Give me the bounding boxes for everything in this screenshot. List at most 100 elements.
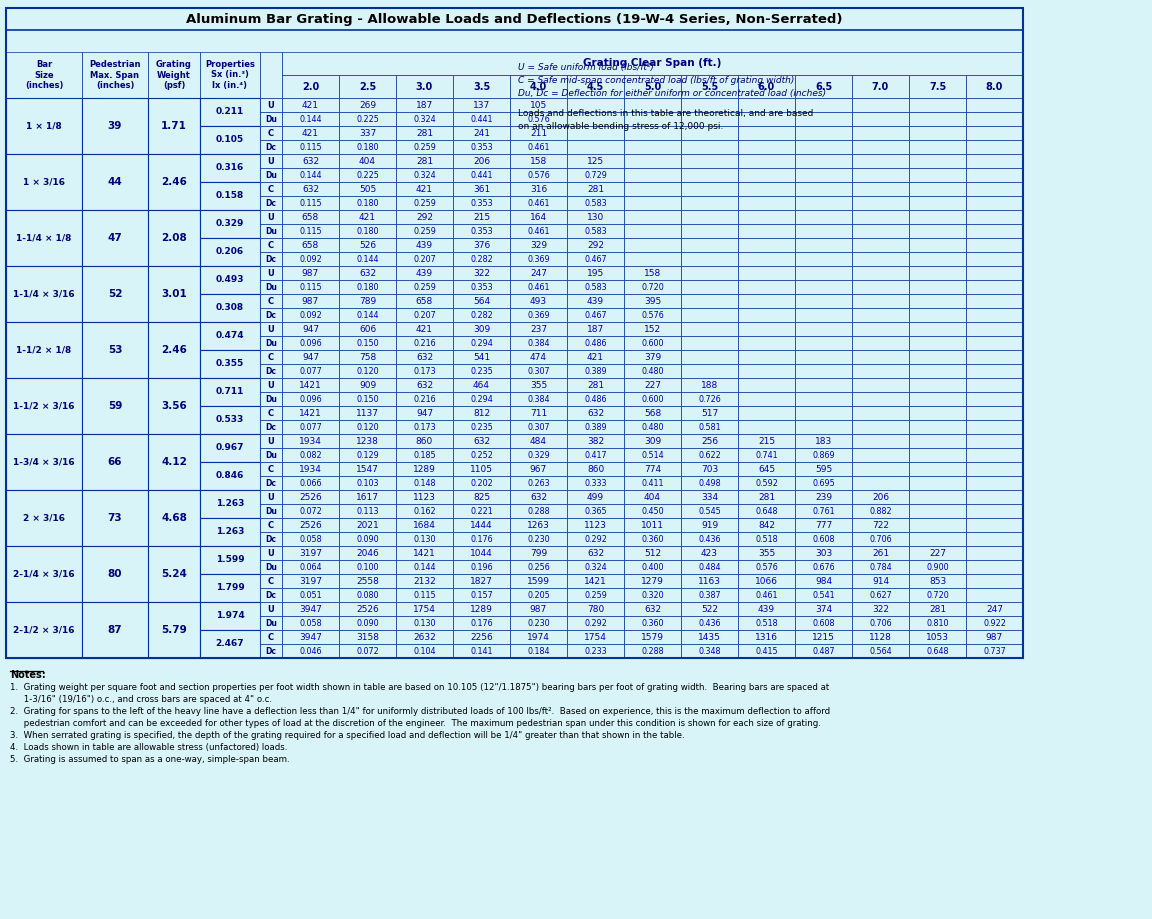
Text: Aluminum Bar Grating - Allowable Loads and Deflections (19-W-4 Series, Non-Serra: Aluminum Bar Grating - Allowable Loads a… (187, 13, 843, 26)
Bar (795, 518, 852, 532)
Text: 0.518: 0.518 (756, 535, 778, 543)
Bar (147, 98, 200, 154)
Bar (681, 75, 738, 98)
Bar (967, 518, 1023, 532)
Text: 0.810: 0.810 (926, 618, 949, 628)
Bar (6, 434, 82, 490)
Text: 0.263: 0.263 (528, 479, 550, 487)
Text: 0.600: 0.600 (642, 338, 664, 347)
Bar (260, 308, 282, 322)
Bar (282, 224, 339, 238)
Bar (396, 252, 453, 266)
Text: 0.441: 0.441 (470, 171, 493, 179)
Bar (396, 224, 453, 238)
Bar (260, 280, 282, 294)
Bar (909, 154, 967, 168)
Text: 632: 632 (302, 185, 319, 194)
Text: 439: 439 (586, 297, 604, 305)
Bar (967, 238, 1023, 252)
Bar (339, 574, 396, 588)
Bar (967, 350, 1023, 364)
Text: 0.144: 0.144 (300, 115, 321, 123)
Text: 152: 152 (644, 324, 661, 334)
Bar (681, 196, 738, 210)
Text: 0.180: 0.180 (356, 282, 379, 291)
Bar (567, 75, 624, 98)
Bar (909, 294, 967, 308)
Bar (282, 364, 339, 378)
Text: 0.720: 0.720 (642, 282, 664, 291)
Bar (396, 448, 453, 462)
Bar (681, 210, 738, 224)
Bar (282, 546, 339, 560)
Bar (567, 364, 624, 378)
Bar (6, 8, 1023, 30)
Bar (567, 280, 624, 294)
Bar (681, 616, 738, 630)
Text: 0.064: 0.064 (300, 562, 321, 572)
Bar (852, 392, 909, 406)
Bar (282, 630, 339, 644)
Text: 853: 853 (929, 576, 946, 585)
Bar (339, 126, 396, 140)
Bar (624, 616, 681, 630)
Text: 0.564: 0.564 (870, 646, 892, 655)
Bar (795, 336, 852, 350)
Text: 0.150: 0.150 (356, 338, 379, 347)
Text: 337: 337 (359, 129, 376, 138)
Bar (852, 238, 909, 252)
Bar (909, 560, 967, 574)
Bar (147, 546, 200, 602)
Bar (795, 490, 852, 504)
Bar (260, 224, 282, 238)
Text: pedestrian comfort and can be exceeded for other types of load at the discretion: pedestrian comfort and can be exceeded f… (10, 719, 821, 728)
Bar (282, 182, 339, 196)
Bar (967, 630, 1023, 644)
Text: 0.066: 0.066 (300, 479, 321, 487)
Bar (510, 266, 567, 280)
Text: 919: 919 (700, 520, 718, 529)
Bar (510, 322, 567, 336)
Bar (795, 112, 852, 126)
Text: U: U (267, 268, 274, 278)
Bar (339, 630, 396, 644)
Text: 0.096: 0.096 (300, 338, 321, 347)
Text: 382: 382 (586, 437, 604, 446)
Text: 0.384: 0.384 (528, 394, 550, 403)
Bar (339, 168, 396, 182)
Bar (82, 546, 147, 602)
Bar (909, 420, 967, 434)
Bar (453, 560, 510, 574)
Text: 658: 658 (302, 241, 319, 249)
Bar (738, 98, 795, 112)
Bar (396, 336, 453, 350)
Bar (681, 602, 738, 616)
Text: Dc: Dc (265, 479, 276, 487)
Bar (852, 630, 909, 644)
Text: 1421: 1421 (584, 576, 607, 585)
Text: 2632: 2632 (414, 632, 435, 641)
Text: 355: 355 (530, 380, 547, 390)
Bar (681, 434, 738, 448)
Bar (795, 182, 852, 196)
Text: Du: Du (265, 506, 276, 516)
Text: 0.353: 0.353 (470, 226, 493, 235)
Text: 2.46: 2.46 (161, 177, 187, 187)
Bar (282, 392, 339, 406)
Bar (624, 154, 681, 168)
Bar (260, 518, 282, 532)
Bar (510, 392, 567, 406)
Bar (396, 238, 453, 252)
Bar (510, 476, 567, 490)
Bar (453, 532, 510, 546)
Bar (852, 75, 909, 98)
Text: 130: 130 (586, 212, 604, 221)
Bar (567, 112, 624, 126)
Text: 0.225: 0.225 (356, 115, 379, 123)
Text: U: U (267, 380, 274, 390)
Text: Du: Du (265, 226, 276, 235)
Bar (967, 476, 1023, 490)
Text: Du: Du (265, 171, 276, 179)
Bar (339, 182, 396, 196)
Text: 0.400: 0.400 (642, 562, 664, 572)
